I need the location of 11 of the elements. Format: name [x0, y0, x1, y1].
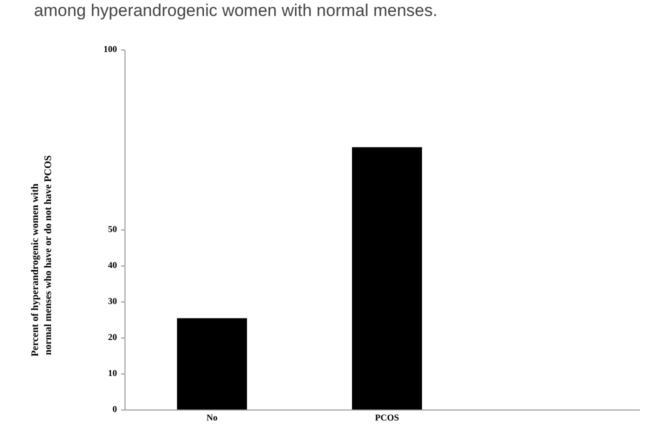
- x-tick-label: No: [206, 412, 218, 422]
- y-axis-title: Percent of hyperandrogenic women with normal menses who have or do not have PCOS: [30, 154, 54, 356]
- x-tick-label: PCOS: [374, 412, 400, 422]
- y-tick-label: 40: [108, 260, 118, 270]
- y-tick-label: 10: [108, 368, 118, 378]
- y-tick-label: 20: [108, 332, 118, 342]
- y-tick-label: 100: [104, 44, 118, 54]
- chart-title: among hyperandrogenic women with normal menses.: [34, 1, 438, 20]
- y-tick-label: 30: [108, 296, 118, 306]
- y-tick-label: 50: [108, 224, 118, 234]
- y-tick-label: 0: [112, 404, 118, 414]
